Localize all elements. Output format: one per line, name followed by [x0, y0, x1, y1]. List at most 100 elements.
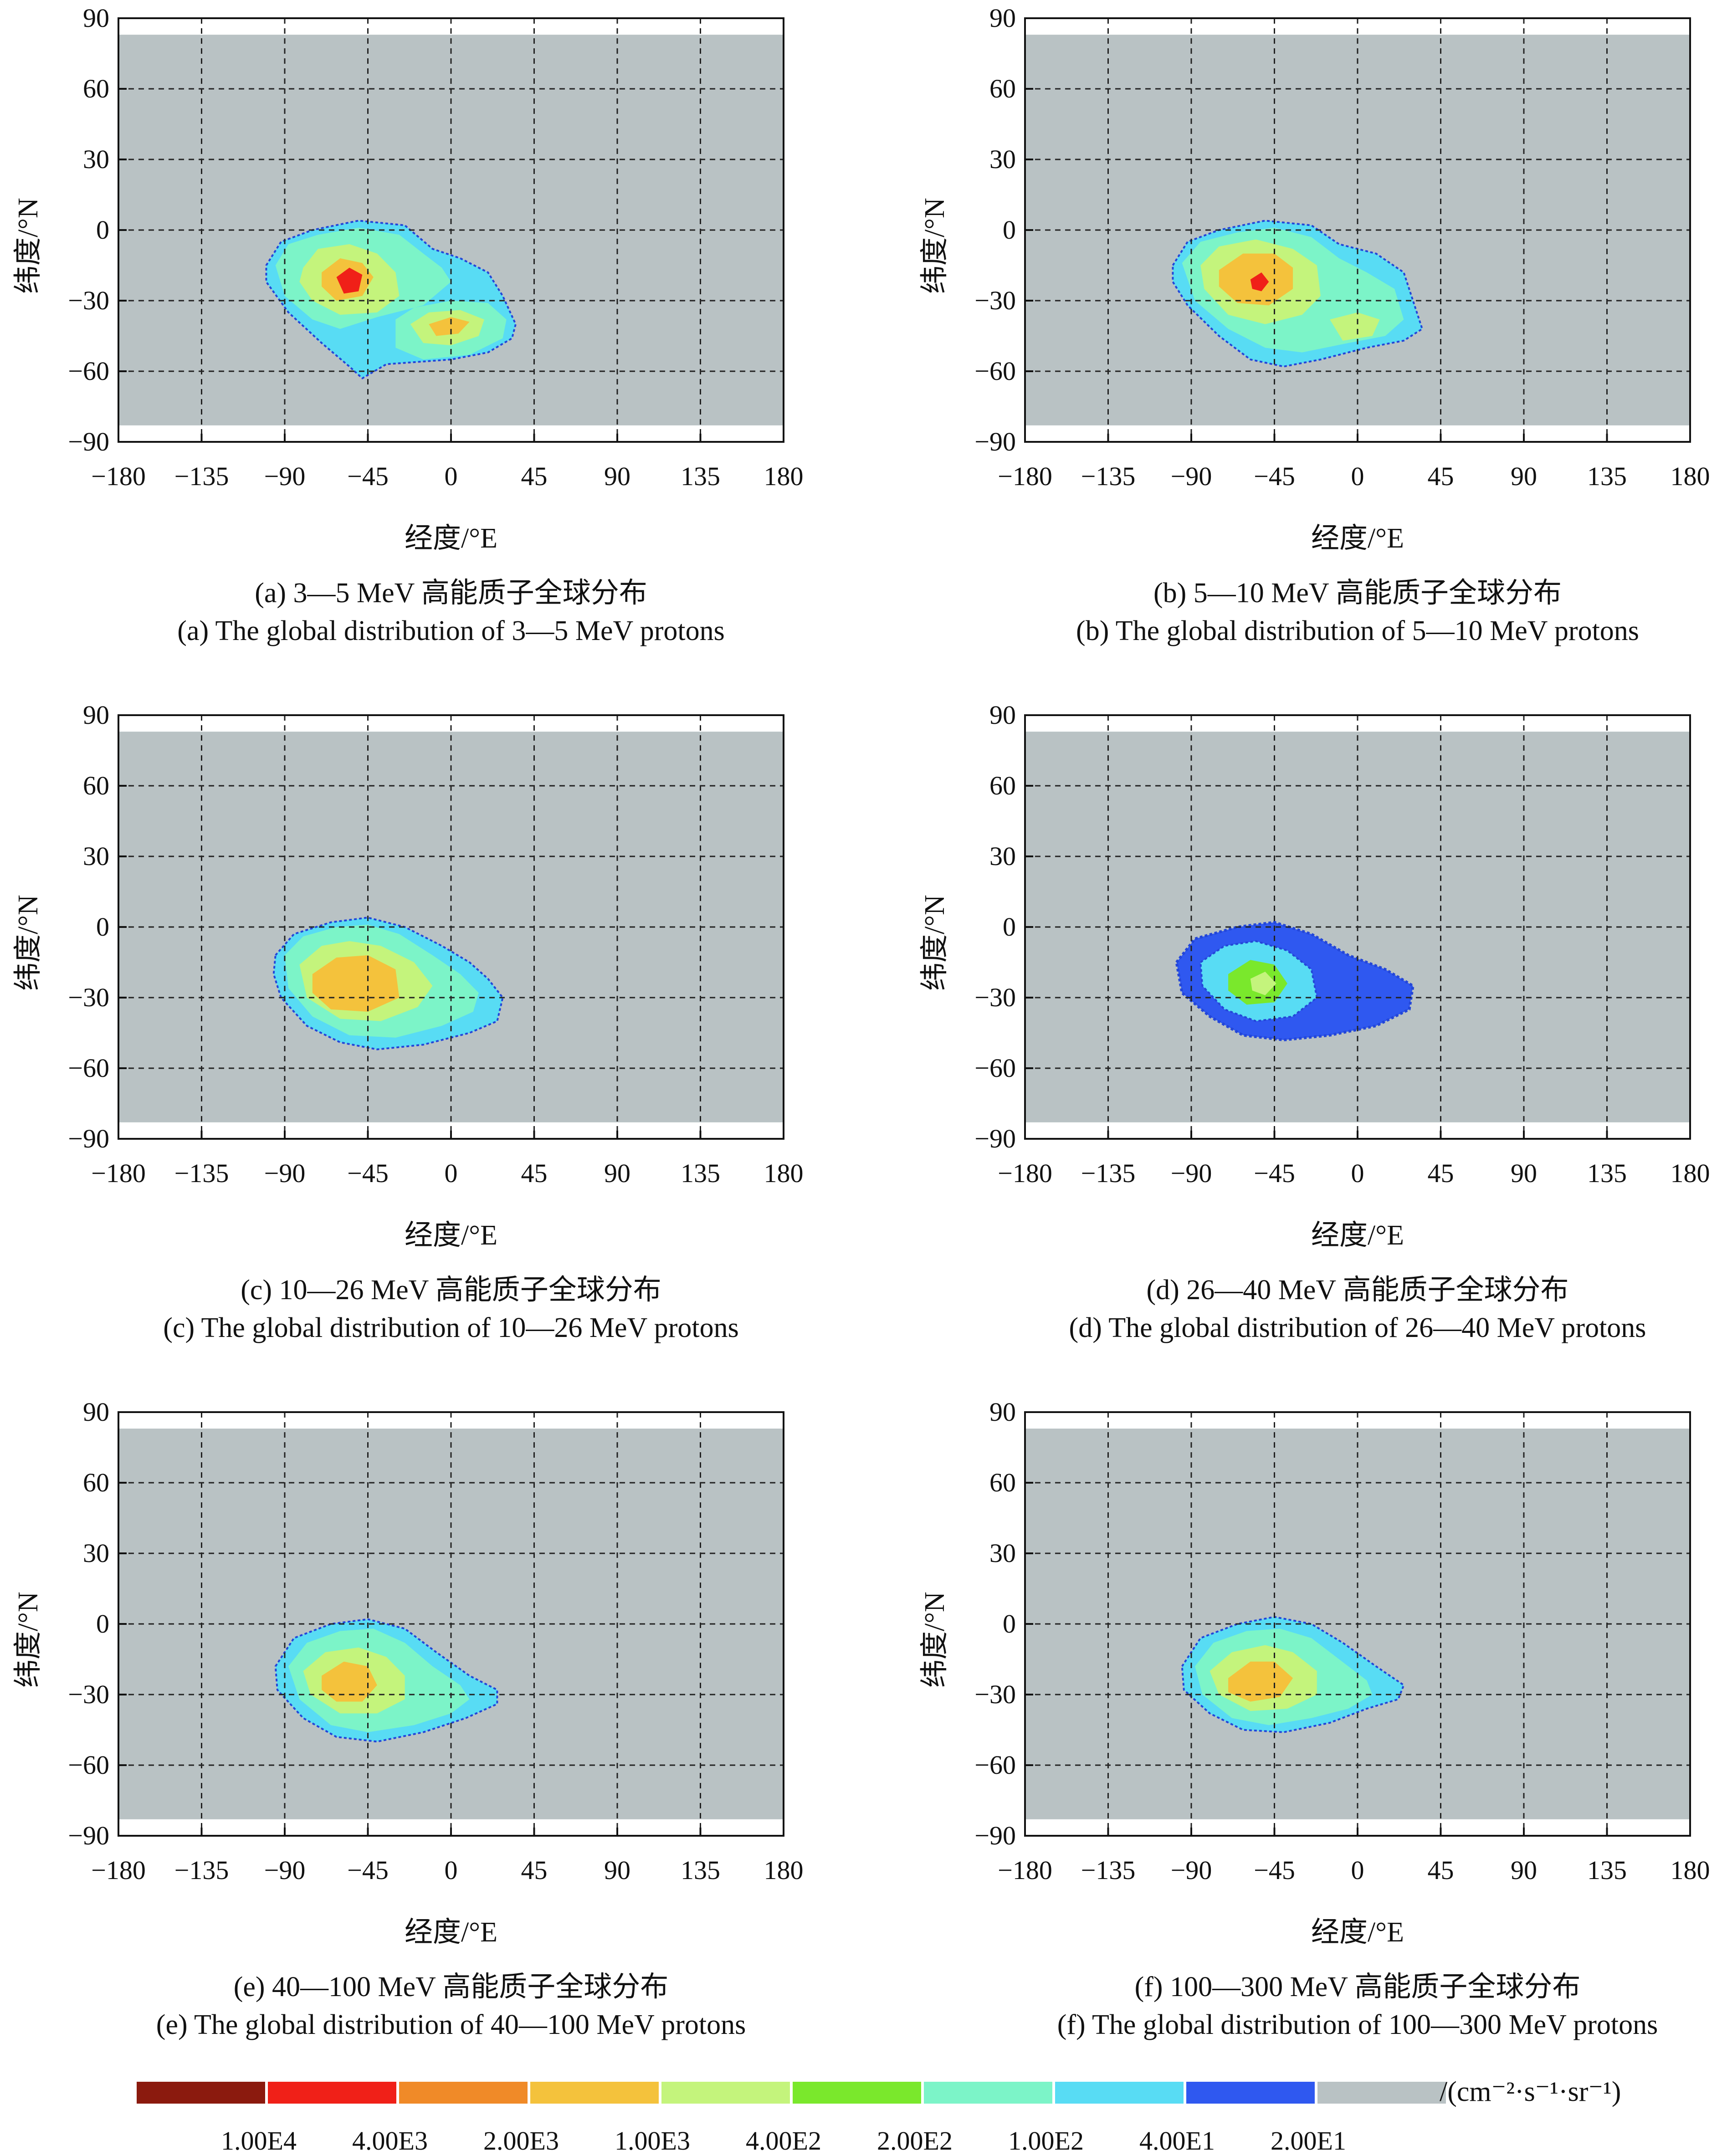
coverage-band: [1025, 1429, 1690, 1819]
colorbar-tick-label: 4.00E1: [1139, 2126, 1215, 2156]
caption-english: (e) The global distribution of 40—100 Me…: [156, 2009, 746, 2040]
x-tick-label: −45: [347, 1855, 389, 1885]
x-tick-label: 0: [444, 1158, 458, 1188]
flux-region-level-4: [299, 244, 400, 315]
y-tick-label: 30: [989, 841, 1016, 871]
x-tick-label: 135: [1587, 1158, 1627, 1188]
colorbar-segment: [1055, 2082, 1186, 2104]
y-tick-label: 0: [96, 1609, 109, 1639]
y-axis-title: 纬度/°N: [919, 198, 950, 294]
x-tick-label: −135: [174, 1158, 229, 1188]
y-tick-label: 0: [1003, 912, 1016, 942]
colorbar-segment: [530, 2082, 661, 2104]
colorbar-legend: /(cm⁻²·s⁻¹·sr⁻¹) 1.00E4 4.00E3 2.00E3 1.00E…: [137, 2076, 1621, 2156]
x-tick-label: 180: [764, 461, 804, 491]
flux-region-level-2: [275, 227, 451, 329]
y-tick-label: 90: [83, 1397, 109, 1427]
x-tick-label: −90: [264, 1158, 306, 1188]
x-tick-label: 180: [1670, 1158, 1710, 1188]
colorbar-segment: [661, 2082, 793, 2104]
flux-region-level-5: [312, 955, 400, 1012]
y-tick-label: 60: [83, 74, 109, 103]
flux-region-level-4: [303, 1647, 405, 1714]
x-tick-label: 90: [604, 1855, 630, 1885]
colorbar-tick-label: 4.00E3: [352, 2126, 428, 2156]
flux-region-level-5: [322, 1661, 377, 1702]
y-tick-label: −30: [974, 1680, 1016, 1709]
y-tick-label: −60: [68, 356, 109, 386]
x-tick-label: 0: [1351, 1855, 1364, 1885]
y-tick-label: −30: [68, 286, 109, 315]
x-tick-label: −180: [91, 1855, 146, 1885]
y-tick-label: −60: [68, 1053, 109, 1083]
flux-region-level-1: [274, 1618, 498, 1743]
flux-region-level-2: [395, 301, 507, 360]
axis-frame: [1024, 17, 1691, 443]
caption-chinese: (d) 26—40 MeV 高能质子全球分布: [1146, 1275, 1569, 1306]
colorbar-segment: [1186, 2082, 1317, 2104]
y-tick-label: 60: [83, 771, 109, 800]
x-tick-label: −180: [998, 1855, 1052, 1885]
coverage-band: [1025, 35, 1690, 425]
colorbar-tick-label: 2.00E3: [483, 2126, 559, 2156]
axis-frame: [118, 17, 784, 443]
y-tick-label: −30: [974, 983, 1016, 1012]
y-tick-label: 90: [989, 700, 1016, 730]
y-tick-label: −90: [68, 1821, 109, 1850]
flux-region-level-0: [1175, 921, 1414, 1041]
x-tick-label: 90: [1511, 461, 1537, 491]
y-tick-label: 30: [83, 1538, 109, 1568]
x-axis-title: 经度/°E: [405, 1917, 497, 1948]
colorbar-tick-label: 2.00E1: [1271, 2126, 1346, 2156]
colorbar-segment: [1317, 2082, 1449, 2104]
colorbar-tick-label: 1.00E4: [221, 2126, 297, 2156]
y-tick-label: 60: [989, 74, 1016, 103]
y-tick-label: −90: [974, 427, 1016, 456]
flux-region-level-4: [1250, 972, 1276, 995]
x-tick-label: −135: [174, 461, 229, 491]
plot-frame-bg: [1025, 715, 1690, 1139]
y-tick-label: 30: [83, 144, 109, 174]
x-axis-title: 经度/°E: [405, 523, 497, 554]
y-tick-label: 0: [1003, 215, 1016, 245]
flux-region-level-1: [265, 220, 517, 379]
x-tick-label: 0: [1351, 1158, 1364, 1188]
y-tick-label: 90: [989, 3, 1016, 33]
flux-region-level-2: [285, 924, 479, 1038]
x-tick-label: −90: [1170, 1855, 1212, 1885]
y-tick-label: −60: [68, 1750, 109, 1780]
x-tick-label: 0: [444, 461, 458, 491]
y-tick-label: −60: [974, 356, 1016, 386]
x-tick-label: 180: [1670, 461, 1710, 491]
colorbar-segment: [924, 2082, 1055, 2104]
flux-region-level-1: [1181, 1616, 1405, 1733]
colorbar-segment: [399, 2082, 530, 2104]
y-tick-label: −60: [974, 1053, 1016, 1083]
y-tick-label: −90: [974, 1124, 1016, 1153]
flux-region-level-2: [1195, 1629, 1373, 1726]
caption-chinese: (a) 3—5 MeV 高能质子全球分布: [255, 578, 647, 609]
flux-region-level-7: [336, 267, 363, 294]
x-tick-label: −45: [1254, 1158, 1295, 1188]
x-axis-title: 经度/°E: [1311, 1220, 1404, 1251]
flux-region-level-4: [1200, 239, 1321, 324]
x-tick-label: −180: [998, 461, 1052, 491]
colorbar-tick-label: 1.00E2: [1008, 2126, 1084, 2156]
flux-region-level-2: [288, 1629, 470, 1732]
colorbar-segment: [268, 2082, 399, 2104]
caption-english: (d) The global distribution of 26—40 MeV…: [1069, 1312, 1646, 1343]
x-tick-label: 0: [444, 1855, 458, 1885]
x-tick-label: 180: [1670, 1855, 1710, 1885]
x-tick-label: −180: [998, 1158, 1052, 1188]
x-tick-label: −90: [264, 1855, 306, 1885]
flux-region-level-1: [272, 917, 504, 1050]
caption-chinese: (f) 100—300 MeV 高能质子全球分布: [1134, 1972, 1581, 2002]
y-tick-label: −30: [68, 1680, 109, 1709]
coverage-band: [118, 1429, 784, 1819]
flux-region-level-4: [1210, 1645, 1317, 1711]
flux-region-level-4: [410, 310, 484, 346]
